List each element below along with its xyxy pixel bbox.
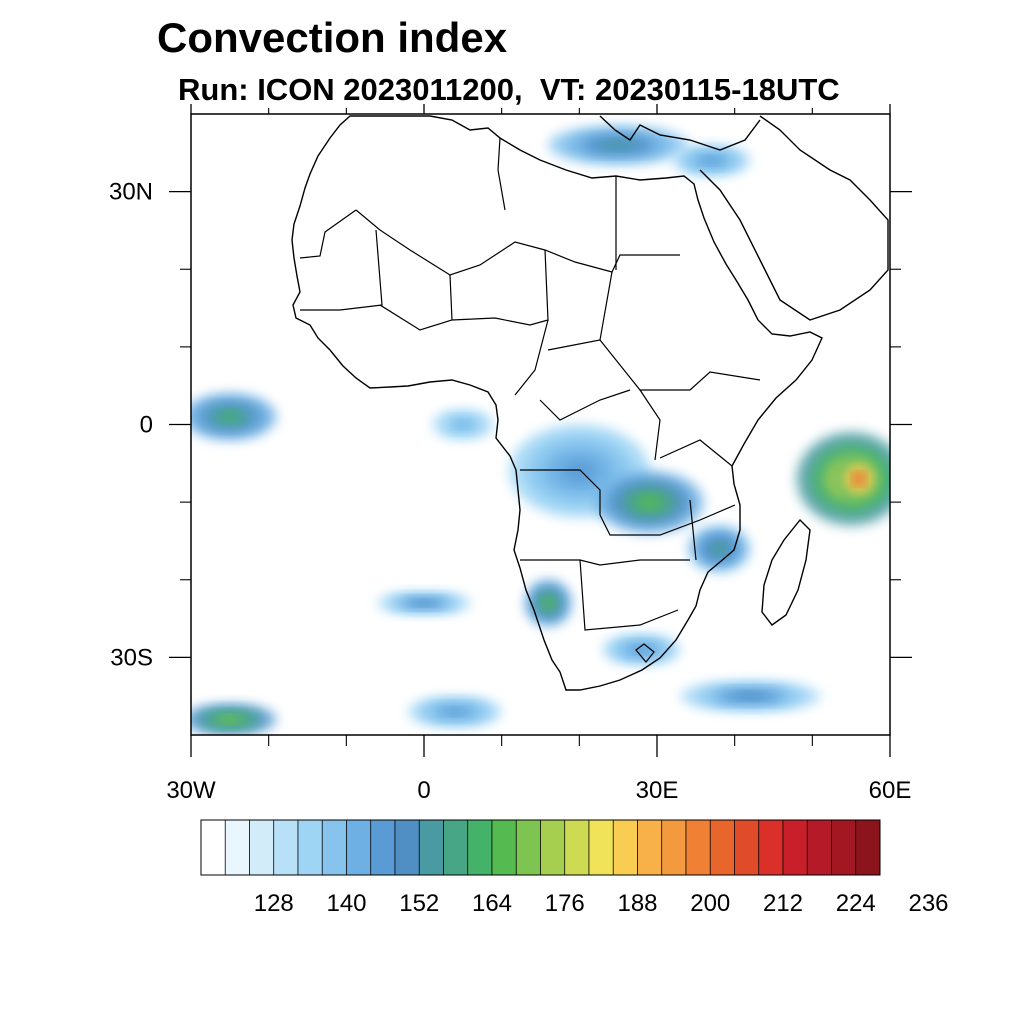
- field-mozambique-channel: [688, 525, 751, 572]
- colorbar-swatch: [782, 819, 808, 876]
- field-south-africa: [602, 634, 681, 666]
- colorbar-label: 164: [472, 890, 512, 917]
- colorbar-swatch: [855, 819, 881, 876]
- colorbar-label: 212: [763, 890, 803, 917]
- colorbar-swatch: [418, 819, 444, 876]
- country-borders-layer: [299, 137, 761, 663]
- colorbar-swatch: [394, 819, 420, 876]
- field-east-med: [672, 145, 751, 177]
- colorbar-swatch: [370, 819, 396, 876]
- colorbar: 128 140 152 164 176 188 200 212 224 236: [200, 819, 949, 917]
- x-tick-label: 30E: [636, 777, 679, 804]
- colorbar-label: 188: [617, 890, 657, 917]
- field-gulf-guinea: [431, 408, 494, 441]
- y-tick-label: 30N: [109, 179, 153, 206]
- coastline-layer: [291, 115, 889, 691]
- colorbar-swatch: [346, 819, 372, 876]
- colorbar-label: 152: [399, 890, 439, 917]
- colorbar-swatch: [515, 819, 541, 876]
- field-namibia: [524, 579, 572, 627]
- colorbar-label: 224: [836, 890, 876, 917]
- field-indian-ocean-core: [835, 455, 883, 503]
- arabia-coastline: [699, 115, 889, 321]
- colorbar-label: 128: [254, 890, 294, 917]
- map-subtitle: Run: ICON 2023011200, VT: 20230115-18UTC: [178, 72, 840, 107]
- colorbar-swatch: [661, 819, 687, 876]
- field-south-atlantic-band: [377, 591, 471, 615]
- field-southwest-atlantic: [191, 703, 277, 735]
- colorbar-swatch: [273, 819, 299, 876]
- colorbar-swatch: [224, 819, 250, 876]
- y-tick-label: 0: [140, 412, 153, 439]
- x-tick-label: 60E: [869, 777, 912, 804]
- colorbar-swatch: [612, 819, 638, 876]
- colorbar-label: 200: [690, 890, 730, 917]
- colorbar-swatch: [200, 819, 226, 876]
- colorbar-swatch: [637, 819, 663, 876]
- field-north-africa-med: [548, 125, 689, 165]
- colorbar-swatch: [564, 819, 590, 876]
- colorbar-swatch: [249, 819, 275, 876]
- field-atlantic-equatorial: [191, 393, 277, 441]
- x-tick-label: 30W: [166, 777, 216, 804]
- colorbar-swatch: [297, 819, 323, 876]
- colorbar-swatch: [709, 819, 735, 876]
- field-south-atlantic-low: [408, 696, 502, 728]
- africa-coastline: [291, 115, 823, 691]
- colorbar-label: 176: [545, 890, 585, 917]
- field-southern-ocean: [680, 680, 821, 712]
- convection-field-layer: [191, 125, 890, 735]
- map-title: Convection index: [157, 14, 508, 61]
- colorbar-swatch: [443, 819, 469, 876]
- colorbar-swatch: [321, 819, 347, 876]
- field-zambia-tanzania: [594, 471, 704, 534]
- madagascar-coastline: [761, 518, 811, 626]
- y-tick-label: 30S: [110, 644, 153, 671]
- field-congo-basin: [509, 424, 650, 518]
- europe-coastline: [599, 115, 761, 151]
- colorbar-swatch: [540, 819, 566, 876]
- colorbar-swatch: [467, 819, 493, 876]
- colorbar-swatch: [734, 819, 760, 876]
- colorbar-swatch: [831, 819, 857, 876]
- map-area[interactable]: [183, 113, 905, 736]
- colorbar-label: 236: [908, 890, 948, 917]
- colorbar-label: 140: [326, 890, 366, 917]
- colorbar-swatch: [806, 819, 832, 876]
- colorbar-swatch: [588, 819, 614, 876]
- colorbar-swatch: [758, 819, 784, 876]
- axis-ticks: 30W 0 30E 60E 30N 0 30S: [109, 104, 912, 804]
- colorbar-swatch: [491, 819, 517, 876]
- x-tick-label: 0: [417, 777, 430, 804]
- colorbar-swatch: [685, 819, 711, 876]
